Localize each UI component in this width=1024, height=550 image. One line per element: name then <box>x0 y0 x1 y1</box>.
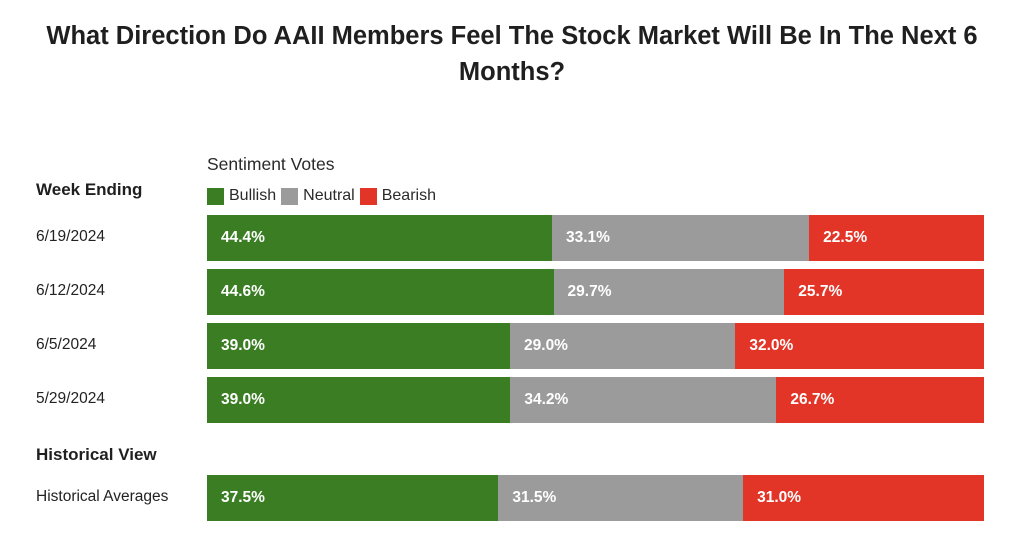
week-ending-label: Week Ending <box>36 180 143 199</box>
legend-label-bearish: Bearish <box>381 187 436 204</box>
bar-segment-bullish: 44.4% <box>207 215 552 261</box>
data-label-bearish: 25.7% <box>798 283 843 300</box>
bar-segment-bearish: 25.7% <box>784 269 984 315</box>
legend-swatch-bullish <box>207 187 224 205</box>
bar-segment-neutral: 33.1% <box>551 215 810 261</box>
legend-swatch-neutral <box>281 187 299 205</box>
historical-view-label: Historical View <box>36 445 157 464</box>
data-label-bearish: 32.0% <box>749 337 794 354</box>
bar-segment-neutral: 29.7% <box>553 269 785 315</box>
legend-item-bearish: Bearish <box>359 187 436 205</box>
stacked-bar: 39.0% 34.2% 26.7% <box>207 377 984 423</box>
stacked-bar: 39.0% 29.0% 32.0% <box>207 323 984 369</box>
legend-swatch-bearish <box>359 187 377 205</box>
bar-segment-bearish: 22.5% <box>809 215 984 261</box>
stacked-bar: 44.6% 29.7% 25.7% <box>207 269 984 315</box>
bar-segment-bearish: 31.0% <box>743 475 984 521</box>
legend-label-bullish: Bullish <box>229 187 277 204</box>
legend-item-bullish: Bullish <box>207 187 276 205</box>
sentiment-votes-label: Sentiment Votes <box>207 154 335 174</box>
data-label-bullish: 39.0% <box>221 391 265 408</box>
bar-segment-neutral: 29.0% <box>510 323 736 369</box>
chart-title: What Direction Do AAII Members Feel The … <box>46 22 978 86</box>
data-label-neutral: 29.7% <box>567 283 612 300</box>
bar-segment-bearish: 32.0% <box>735 323 984 369</box>
data-label-neutral: 31.5% <box>512 489 557 506</box>
data-label-bullish: 39.0% <box>221 337 265 354</box>
data-label-bearish: 31.0% <box>757 489 802 506</box>
data-label-neutral: 33.1% <box>565 229 610 246</box>
legend-item-neutral: Neutral <box>281 187 355 205</box>
row-label: Historical Averages <box>36 488 169 505</box>
bar-segment-bullish: 39.0% <box>207 323 511 369</box>
data-label-bullish: 44.6% <box>221 283 265 300</box>
data-label-bearish: 26.7% <box>790 391 835 408</box>
legend-label-neutral: Neutral <box>303 187 355 204</box>
stacked-bar: 44.4% 33.1% 22.5% <box>207 215 984 261</box>
bar-segment-bullish: 39.0% <box>207 377 511 423</box>
bar-segment-bullish: 37.5% <box>207 475 499 521</box>
row-label: 6/12/2024 <box>36 282 105 299</box>
data-label-neutral: 29.0% <box>524 337 568 354</box>
data-label-bullish: 44.4% <box>221 229 265 246</box>
data-label-neutral: 34.2% <box>524 391 569 408</box>
stacked-bar: 37.5% 31.5% 31.0% <box>207 475 984 521</box>
row-label: 6/5/2024 <box>36 336 97 353</box>
data-label-bullish: 37.5% <box>221 489 265 506</box>
row-label: 6/19/2024 <box>36 228 105 245</box>
bar-segment-bullish: 44.6% <box>207 269 554 315</box>
bar-segment-neutral: 31.5% <box>498 475 744 521</box>
row-label: 5/29/2024 <box>36 390 105 407</box>
data-label-bearish: 22.5% <box>823 229 868 246</box>
bar-segment-neutral: 34.2% <box>510 377 777 423</box>
legend: Bullish Neutral Bearish <box>207 187 441 205</box>
bar-segment-bearish: 26.7% <box>776 377 984 423</box>
